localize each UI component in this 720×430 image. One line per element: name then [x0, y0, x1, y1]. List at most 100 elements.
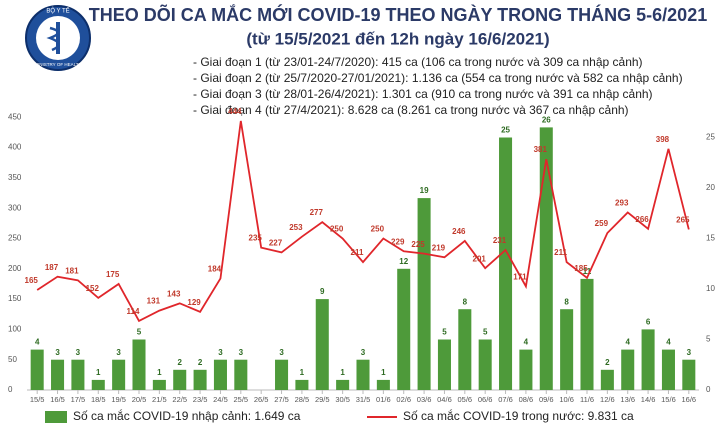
y-tick-label: 250 [8, 234, 22, 243]
bar-value-label: 25 [501, 126, 510, 135]
y-tick-label: 0 [8, 385, 13, 394]
bar [132, 339, 146, 390]
x-tick-label: 31/5 [356, 395, 371, 404]
bar [499, 137, 513, 390]
line-value-label: 398 [656, 135, 670, 144]
bar-value-label: 3 [76, 348, 81, 357]
x-tick-label: 04/6 [437, 395, 452, 404]
bar [417, 198, 431, 390]
bar-value-label: 2 [198, 358, 203, 367]
bar-value-label: 4 [626, 338, 631, 347]
line-value-label: 277 [310, 208, 324, 217]
line-value-label: 143 [167, 289, 181, 298]
line-value-label: 381 [534, 145, 548, 154]
bar [356, 359, 370, 390]
bar-value-label: 11 [583, 267, 592, 276]
y-tick-label: 200 [8, 264, 22, 273]
x-tick-label: 27/5 [274, 395, 289, 404]
note: - Giai đoạn 2 (từ 25/7/2020-27/01/2021):… [193, 71, 683, 85]
x-tick-label: 30/5 [335, 395, 350, 404]
x-tick-label: 22/5 [172, 395, 187, 404]
x-tick-label: 26/5 [254, 395, 269, 404]
line-value-label: 266 [635, 215, 649, 224]
legend-label: Số ca mắc COVID-19 nhập cảnh: 1.649 ca [73, 408, 301, 423]
bar [193, 369, 207, 390]
bar [560, 309, 574, 390]
logo-text: BỘ Y TẾ [46, 8, 69, 15]
x-tick-label: 05/6 [458, 395, 473, 404]
bar-value-label: 5 [442, 328, 447, 337]
note: - Giai đoạn 1 (từ 23/01-24/7/2020): 415 … [193, 55, 643, 69]
line-value-label: 171 [513, 272, 527, 281]
bar-value-label: 19 [420, 186, 429, 195]
line [36, 120, 690, 323]
bar-value-label: 4 [524, 338, 529, 347]
bar-value-label: 1 [381, 368, 386, 377]
line-value-label: 175 [106, 270, 120, 279]
bar-value-label: 8 [564, 297, 569, 306]
bar [397, 268, 411, 390]
line-value-label: 259 [595, 219, 609, 228]
x-tick-label: 03/6 [417, 395, 432, 404]
x-tick-label: 01/6 [376, 395, 391, 404]
y-tick-label: 300 [8, 203, 22, 212]
bar-value-label: 5 [137, 328, 142, 337]
bar [600, 369, 614, 390]
bar [682, 359, 696, 390]
bar [30, 349, 44, 390]
bar-value-label: 1 [340, 368, 345, 377]
x-tick-label: 23/5 [193, 395, 208, 404]
bar [376, 379, 390, 390]
bar [71, 359, 85, 390]
line-value-label: 165 [25, 276, 39, 285]
bar [152, 379, 166, 390]
x-tick-label: 17/5 [71, 395, 86, 404]
y-tick-label: 50 [8, 355, 17, 364]
x-tick-label: 24/5 [213, 395, 228, 404]
y2-tick-label: 20 [706, 183, 715, 192]
y2-tick-label: 5 [706, 335, 711, 344]
line-value-label: 444 [228, 107, 242, 116]
line-value-label: 265 [676, 216, 690, 225]
line-value-label: 181 [65, 266, 79, 275]
bar-value-label: 3 [279, 348, 284, 357]
bar-value-label: 1 [96, 368, 101, 377]
bar [173, 369, 187, 390]
y-tick-label: 400 [8, 143, 22, 152]
line-value-label: 187 [45, 263, 59, 272]
x-tick-label: 28/5 [295, 395, 310, 404]
line-value-label: 114 [127, 307, 140, 316]
logo-text: MINISTRY OF HEALTH [34, 62, 82, 67]
x-tick-label: 09/6 [539, 395, 554, 404]
x-tick-label: 15/6 [661, 395, 676, 404]
y-tick-label: 350 [8, 173, 22, 182]
bar-value-label: 9 [320, 287, 325, 296]
bar [234, 359, 248, 390]
bar-value-label: 6 [646, 318, 651, 327]
line-value-label: 229 [391, 237, 405, 246]
bar-value-label: 3 [218, 348, 223, 357]
note: - Giai đoạn 3 (từ 28/01-26/4/2021): 1.30… [193, 87, 653, 101]
bar [661, 349, 675, 390]
x-tick-label: 21/5 [152, 395, 167, 404]
x-tick-label: 14/6 [641, 395, 656, 404]
bar [621, 349, 635, 390]
y2-tick-label: 25 [706, 133, 715, 142]
bar-value-label: 3 [116, 348, 121, 357]
x-tick-label: 29/5 [315, 395, 330, 404]
y2-tick-label: 0 [706, 385, 711, 394]
bar-value-label: 3 [361, 348, 366, 357]
chart-title: THEO DÕI CA MẮC MỚI COVID-19 THEO NGÀY T… [89, 4, 707, 25]
x-tick-label: 06/6 [478, 395, 493, 404]
bar [478, 339, 492, 390]
x-tick-label: 19/5 [111, 395, 126, 404]
line-value-label: 152 [86, 284, 100, 293]
note: - Giai đoạn 4 (từ 27/4/2021): 8.628 ca (… [193, 103, 629, 117]
legend-swatch [45, 411, 67, 423]
line-value-label: 250 [330, 225, 344, 234]
x-tick-label: 12/6 [600, 395, 615, 404]
line-value-label: 250 [371, 225, 385, 234]
bar [458, 309, 472, 390]
line-value-label: 129 [187, 298, 201, 307]
bar [51, 359, 65, 390]
